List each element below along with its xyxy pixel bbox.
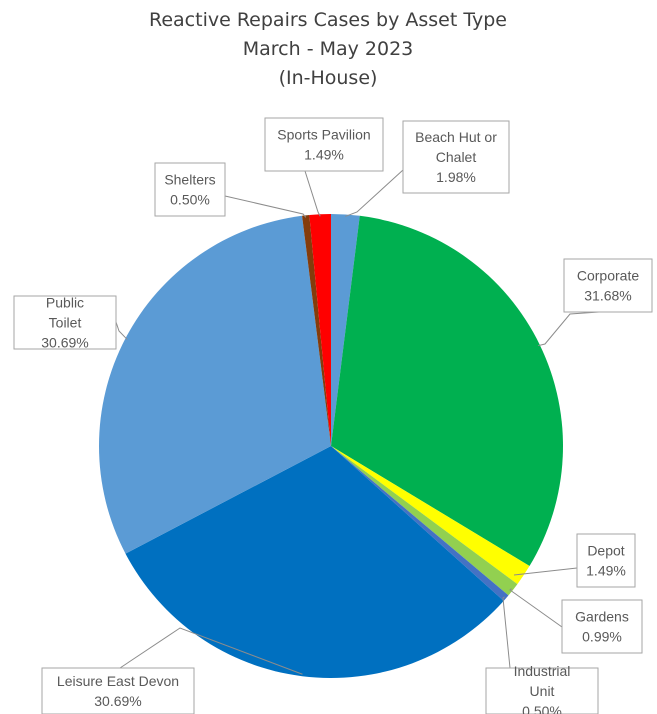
data-label-value: 30.69%: [94, 693, 141, 709]
data-label: Shelters 0.50%: [154, 162, 226, 217]
leader-line: [115, 321, 128, 340]
data-label-box: [154, 162, 226, 217]
data-label-name: Unit: [530, 683, 555, 699]
data-label-box: [563, 258, 653, 313]
chart-subtitle-2: (In-House): [279, 67, 378, 89]
data-label-value: 0.99%: [582, 629, 622, 645]
data-label-name: Public: [46, 295, 84, 311]
leader-line: [537, 311, 600, 347]
pie-slice-industrial-unit: [331, 446, 509, 601]
data-label: Gardens 0.99%: [561, 599, 643, 654]
data-label-value: 31.68%: [584, 288, 631, 304]
data-label: Corporate 31.68%: [563, 258, 653, 313]
data-label-box: [264, 117, 384, 172]
data-label: Leisure East Devon 30.69%: [41, 667, 195, 714]
chart-subtitle: March - May 2023: [243, 38, 414, 60]
data-label: Sports Pavilion 1.49%: [264, 117, 384, 172]
data-label-name: Sports Pavilion: [277, 127, 370, 143]
data-label-value: 1.98%: [436, 169, 476, 185]
data-label-box: [576, 533, 636, 588]
data-label-name: Shelters: [164, 172, 215, 188]
leader-line: [119, 627, 303, 675]
data-label-name: Industrial: [514, 663, 571, 679]
pie-slice-sports-pavilion: [309, 214, 331, 446]
data-label-value: 1.49%: [304, 147, 344, 163]
chart-title: Reactive Repairs Cases by Asset Type: [149, 9, 507, 31]
data-label-value: 30.69%: [41, 335, 88, 351]
pie-slices: [98, 214, 563, 679]
pie-slice-leisure-east-devon: [125, 446, 504, 679]
data-label-name: Chalet: [436, 149, 477, 165]
data-label-value: 0.50%: [170, 192, 210, 208]
pie-slice-gardens: [331, 446, 518, 596]
data-label-name: Gardens: [575, 609, 629, 625]
data-label: Public Toilet 30.69%: [13, 295, 117, 351]
data-label-value: 1.49%: [586, 563, 626, 579]
data-label-box: [561, 599, 643, 654]
leader-line: [224, 195, 307, 218]
data-label-name: Leisure East Devon: [57, 673, 179, 689]
data-label: Depot 1.49%: [576, 533, 636, 588]
leader-line: [502, 596, 511, 669]
leader-line: [345, 169, 404, 217]
data-label-value: 0.50%: [522, 703, 562, 714]
pie-slice-shelters: [302, 215, 331, 446]
data-label-name: Toilet: [49, 315, 82, 331]
leader-line: [304, 170, 321, 217]
pie-slice-beach-hut-or-chalet: [331, 214, 360, 446]
data-label-box: [41, 667, 195, 714]
data-label-box: [13, 295, 117, 350]
data-label-box: [402, 120, 510, 194]
pie-slice-corporate: [331, 215, 563, 567]
pie-slice-depot: [331, 446, 530, 585]
leader-line: [513, 567, 578, 576]
data-label: Beach Hut or Chalet 1.98%: [402, 120, 510, 194]
pie-slice-public-toilet: [98, 215, 331, 554]
data-label-name: Beach Hut or: [415, 129, 497, 145]
leader-line: [509, 588, 563, 628]
data-label-name: Depot: [587, 543, 624, 559]
data-label: Industrial Unit 0.50%: [485, 663, 599, 714]
data-labels: Beach Hut or Chalet 1.98% Corporate 31.68% De…: [13, 117, 653, 714]
data-label-name: Corporate: [577, 268, 639, 284]
data-label-box: [485, 667, 599, 714]
